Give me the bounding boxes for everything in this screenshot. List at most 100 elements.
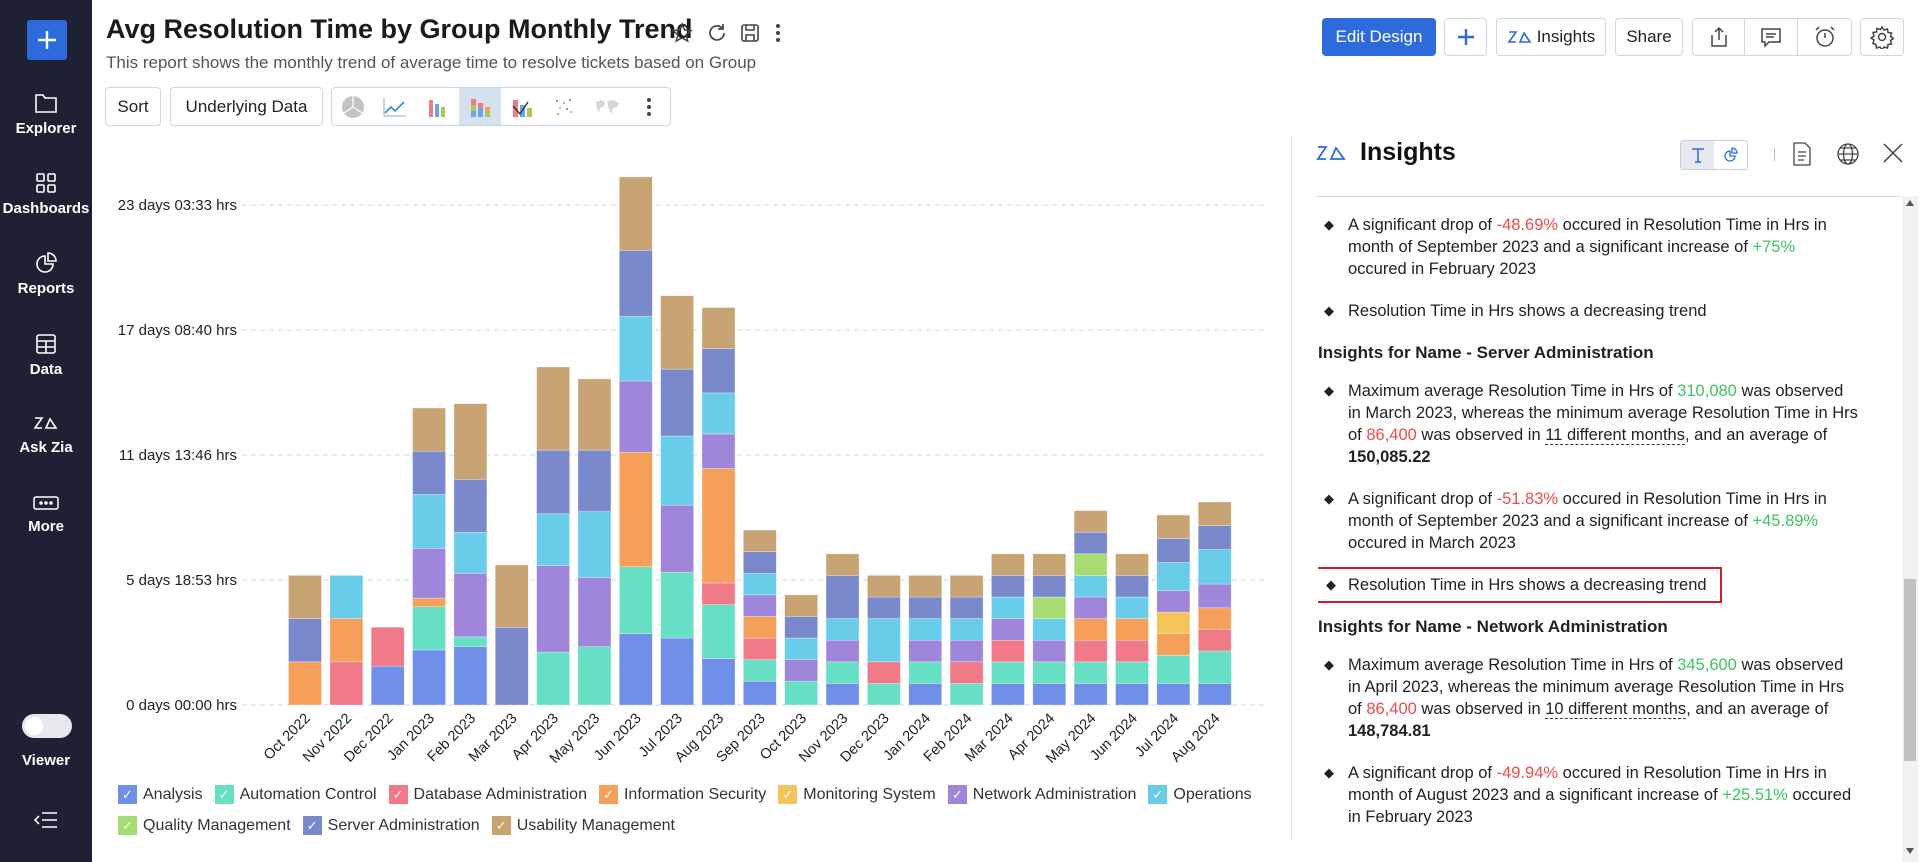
bar-segment[interactable] xyxy=(991,596,1025,619)
create-new-button[interactable] xyxy=(27,20,67,60)
legend-item[interactable]: ✓ Monitoring System xyxy=(778,784,936,805)
legend-checkbox[interactable]: ✓ xyxy=(388,785,408,804)
bar-segment[interactable] xyxy=(784,680,819,706)
bar-segment[interactable] xyxy=(743,616,777,639)
bar-segment[interactable] xyxy=(1156,655,1191,684)
bar-segment[interactable] xyxy=(743,680,777,706)
bar-segment[interactable] xyxy=(867,618,901,663)
bar-segment[interactable] xyxy=(1115,596,1149,619)
bar-segment[interactable] xyxy=(1032,683,1067,706)
bar-segment[interactable] xyxy=(618,250,653,317)
chart-type-map[interactable] xyxy=(586,88,628,125)
chart-view-button[interactable] xyxy=(1714,141,1747,169)
bar-segment[interactable] xyxy=(1197,607,1232,630)
bar-segment[interactable] xyxy=(1156,538,1191,563)
sidebar-item-more[interactable]: More xyxy=(0,494,92,535)
bar-segment[interactable] xyxy=(1032,575,1067,598)
bar-segment[interactable] xyxy=(412,597,446,608)
legend-checkbox[interactable]: ✓ xyxy=(1148,785,1168,804)
bar-segment[interactable] xyxy=(701,604,736,659)
bar-segment[interactable] xyxy=(908,618,943,641)
bar-segment[interactable] xyxy=(949,639,984,663)
legend-checkbox[interactable]: ✓ xyxy=(778,785,798,804)
bar-segment[interactable] xyxy=(536,651,570,706)
bar-segment[interactable] xyxy=(825,639,860,663)
bar-segment[interactable] xyxy=(743,637,777,660)
chart-type-bar-line[interactable] xyxy=(501,88,543,125)
bar-segment[interactable] xyxy=(412,494,446,549)
add-button[interactable] xyxy=(1444,18,1487,56)
bar-segment[interactable] xyxy=(1197,501,1232,527)
bar-segment[interactable] xyxy=(949,661,984,684)
bar-segment[interactable] xyxy=(784,594,819,617)
text-view-button[interactable] xyxy=(1681,141,1714,169)
bar-segment[interactable] xyxy=(618,566,653,635)
bar-segment[interactable] xyxy=(908,683,943,706)
bar-segment[interactable] xyxy=(453,531,488,574)
bar-segment[interactable] xyxy=(825,683,860,706)
bar-segment[interactable] xyxy=(825,618,860,641)
chart-type-bar[interactable] xyxy=(417,88,459,125)
bar-segment[interactable] xyxy=(825,553,860,576)
bar-segment[interactable] xyxy=(288,618,322,663)
bar-segment[interactable] xyxy=(660,571,694,639)
schedule-alarm-button[interactable] xyxy=(1797,18,1852,56)
legend-checkbox[interactable]: ✓ xyxy=(118,816,137,835)
settings-button[interactable] xyxy=(1860,18,1904,56)
bar-segment[interactable] xyxy=(288,575,322,619)
bar-segment[interactable] xyxy=(991,618,1025,641)
bar-segment[interactable] xyxy=(991,639,1025,663)
bar-segment[interactable] xyxy=(701,392,736,435)
bar-segment[interactable] xyxy=(825,575,860,619)
bar-segment[interactable] xyxy=(1115,575,1149,598)
bar-segment[interactable] xyxy=(743,594,777,617)
bar-segment[interactable] xyxy=(784,659,819,682)
bar-segment[interactable] xyxy=(908,596,943,619)
bar-segment[interactable] xyxy=(867,683,901,706)
bar-segment[interactable] xyxy=(701,307,736,349)
bar-segment[interactable] xyxy=(784,616,819,639)
globe-icon[interactable] xyxy=(1836,142,1860,166)
bar-segment[interactable] xyxy=(825,661,860,684)
export-button[interactable] xyxy=(1692,18,1745,56)
legend-item[interactable]: ✓ Usability Management xyxy=(491,815,675,836)
bar-segment[interactable] xyxy=(1115,639,1149,663)
bar-segment[interactable] xyxy=(701,658,736,706)
chart-type-pie[interactable] xyxy=(332,88,374,125)
bar-segment[interactable] xyxy=(577,378,612,451)
bar-segment[interactable] xyxy=(1156,683,1191,706)
insights-button[interactable]: Insights xyxy=(1496,18,1606,56)
bar-segment[interactable] xyxy=(949,575,984,598)
share-button[interactable]: Share xyxy=(1615,18,1683,56)
bar-segment[interactable] xyxy=(618,451,653,568)
bar-segment[interactable] xyxy=(370,665,405,706)
bar-segment[interactable] xyxy=(536,366,570,451)
bar-segment[interactable] xyxy=(991,683,1025,706)
bar-segment[interactable] xyxy=(991,553,1025,576)
bar-segment[interactable] xyxy=(660,504,694,573)
bar-segment[interactable] xyxy=(1197,683,1232,706)
legend-checkbox[interactable]: ✓ xyxy=(598,785,618,804)
sidebar-item-explorer[interactable]: Explorer xyxy=(0,92,92,137)
sort-button[interactable]: Sort xyxy=(105,87,161,126)
bar-segment[interactable] xyxy=(1197,525,1232,550)
bar-segment[interactable] xyxy=(743,659,777,682)
bar-segment[interactable] xyxy=(1115,683,1149,706)
bar-segment[interactable] xyxy=(1032,639,1067,663)
scroll-up-arrow-icon[interactable] xyxy=(1906,200,1914,206)
bar-segment[interactable] xyxy=(867,661,901,684)
insight-months-link[interactable]: 10 different months xyxy=(1545,700,1687,719)
close-icon[interactable] xyxy=(1882,142,1904,164)
legend-item[interactable]: ✓ Quality Management xyxy=(118,815,291,836)
bar-segment[interactable] xyxy=(743,529,777,552)
legend-checkbox[interactable]: ✓ xyxy=(118,785,137,804)
bar-segment[interactable] xyxy=(1032,553,1067,576)
bar-segment[interactable] xyxy=(577,646,612,706)
legend-item[interactable]: ✓ Database Administration xyxy=(388,784,587,805)
refresh-icon[interactable] xyxy=(704,20,730,46)
bar-segment[interactable] xyxy=(412,606,446,651)
legend-checkbox[interactable]: ✓ xyxy=(491,816,511,835)
bar-segment[interactable] xyxy=(701,348,736,394)
bar-segment[interactable] xyxy=(1073,531,1108,555)
bar-segment[interactable] xyxy=(1073,661,1108,684)
